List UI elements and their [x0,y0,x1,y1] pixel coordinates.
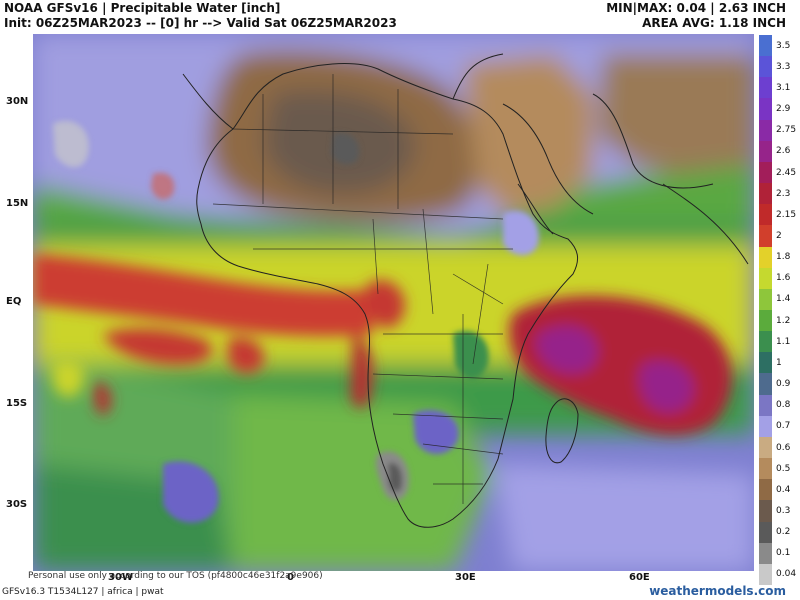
colorbar-label: 0.9 [776,379,791,390]
lat-label-eq: EQ [6,296,22,307]
lat-label-15s: 15S [6,398,28,409]
lat-label-30n: 30N [6,96,29,107]
colorbar-swatch [759,98,772,121]
colorbar-swatch [759,394,772,417]
colorbar-label: 2.75 [776,125,797,136]
colorbar-swatch [759,119,772,142]
colorbar-swatch [759,35,772,57]
colorbar-swatch [759,310,772,332]
tropical-moisture-belt [33,254,732,436]
dry-patches [53,120,539,523]
lon-label-60e: 60E [629,572,650,583]
lon-label-30e: 30E [455,572,476,583]
colorbar-swatch [759,458,772,480]
colorbar-label: 2 [776,230,782,241]
colorbar-swatch [759,288,772,311]
colorbar-swatch [759,246,772,269]
area-average-readout: AREA AVG: 1.18 INCH [642,16,786,30]
colorbar-swatch [759,436,772,459]
tos-disclaimer: Personal use only according to our TOS (… [28,571,323,581]
colorbar-label: 3.1 [776,82,791,93]
colorbar-label: 0.5 [776,463,791,474]
colorbar-label: 1.6 [776,273,791,284]
colorbar-label: 2.3 [776,188,791,199]
colorbar-swatch [759,267,772,290]
lon-label-30w: 30W [108,572,133,583]
precipitable-water-map [33,34,754,571]
coastlines [182,53,749,528]
init-valid-line: Init: 06Z25MAR2023 -- [0] hr --> Valid S… [4,16,397,30]
colorbar-label: 0.04 [776,569,797,580]
min-max-readout: MIN|MAX: 0.04 | 2.63 INCH [606,1,786,15]
colorbar-swatch [759,352,772,374]
colorbar-label: 1.2 [776,315,791,326]
colorbar-swatch [759,56,772,78]
colorbar-label: 0.6 [776,442,791,453]
colorbar-label: 0.4 [776,484,791,495]
colorbar-swatch [759,373,772,396]
colorbar-swatch [759,77,772,99]
colorbar-label: 2.6 [776,146,791,157]
colorbar-label: 1.4 [776,294,791,305]
colorbar-label: 0.8 [776,400,791,411]
colorbar-label: 0.3 [776,505,791,516]
colorbar-label: 3.3 [776,61,791,72]
colorbar-label: 3.5 [776,40,791,51]
lon-label-0: 0 [287,572,294,583]
colorbar-swatch [759,225,772,248]
colorbar-swatch [759,161,772,184]
colorbar-swatch [759,415,772,438]
lat-label-15n: 15N [6,198,29,209]
colorbar-swatch [759,140,772,163]
colorbar-swatch [759,563,772,586]
colorbar-swatch [759,479,772,501]
colorbar-label: 0.7 [776,421,791,432]
country-borders [212,74,513,504]
map-canvas [33,34,754,571]
brand-link[interactable]: weathermodels.com [649,584,786,598]
colorbar-swatch [759,183,772,205]
colorbar-label: 1.1 [776,336,791,347]
colorbar-label: 0.1 [776,548,791,559]
colorbar-swatch [759,521,772,544]
colorbar-swatch [759,331,772,353]
colorbar-swatch [759,500,772,523]
model-info: GFSv16.3 T1534L127 | africa | pwat [2,587,164,597]
colorbar-swatch [759,542,772,565]
colorbar-swatch [759,204,772,226]
colorbar-label: 0.2 [776,527,791,538]
lat-label-30s: 30S [6,499,28,510]
colorbar-label: 2.45 [776,167,797,178]
colorbar-label: 2.15 [776,209,797,220]
map-title: NOAA GFSv16 | Precipitable Water [inch] [4,1,281,15]
colorbar-label: 2.9 [776,104,791,115]
header-bar: NOAA GFSv16 | Precipitable Water [inch] … [0,0,800,34]
colorbar [759,35,772,586]
colorbar-label: 1 [776,357,782,368]
colorbar-label: 1.8 [776,252,791,263]
